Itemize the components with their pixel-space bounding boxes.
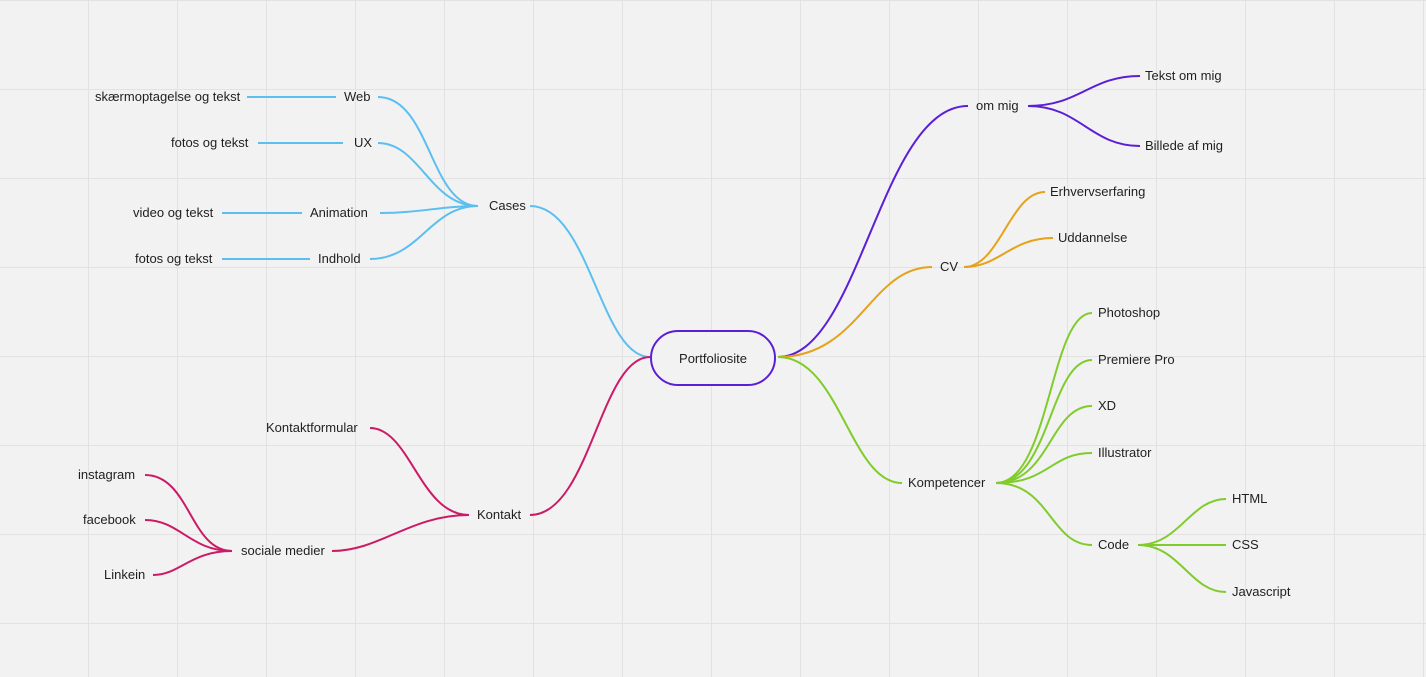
connector-komp-photoshop — [995, 312, 1093, 484]
node-xd[interactable]: XD — [1098, 398, 1117, 413]
connector-root-cv — [777, 266, 933, 358]
connector-cases-ux — [377, 142, 479, 207]
node-kontakt[interactable]: Kontakt — [477, 507, 522, 522]
node-premiere-pro[interactable]: Premiere Pro — [1098, 352, 1175, 367]
node-ux-detail[interactable]: fotos og tekst — [171, 135, 249, 150]
kompetencer-connectors — [777, 312, 1227, 593]
node-kontaktformular[interactable]: Kontaktformular — [266, 420, 358, 435]
node-facebook[interactable]: facebook — [83, 512, 136, 527]
connector-cases-indhold — [369, 205, 479, 260]
node-instagram[interactable]: instagram — [78, 467, 136, 482]
node-uddannelse[interactable]: Uddannelse — [1058, 230, 1128, 245]
connector-om-mig-billede — [1027, 105, 1141, 147]
connector-komp-premiere — [995, 359, 1093, 484]
connector-kontakt-sociale — [331, 514, 470, 552]
node-om-mig[interactable]: om mig — [976, 98, 1019, 113]
node-web[interactable]: Web — [344, 89, 371, 104]
connector-om-mig-tekst — [1027, 75, 1141, 107]
root-label: Portfoliosite — [679, 350, 747, 366]
node-kompetencer[interactable]: Kompetencer — [908, 475, 986, 490]
node-web-detail[interactable]: skærmoptagelse og tekst — [95, 89, 241, 104]
connector-sociale-linkein — [152, 550, 233, 576]
node-cases[interactable]: Cases — [489, 198, 526, 213]
connector-komp-code — [995, 482, 1093, 546]
node-linkein[interactable]: Linkein — [104, 567, 146, 582]
connector-cv-erhverv — [963, 191, 1046, 268]
connector-komp-xd — [995, 405, 1093, 484]
node-html[interactable]: HTML — [1232, 491, 1268, 506]
node-indhold[interactable]: Indhold — [318, 251, 361, 266]
node-cv[interactable]: CV — [940, 259, 959, 274]
node-animation[interactable]: Animation — [310, 205, 368, 220]
connector-cases-web — [377, 96, 479, 207]
node-animation-detail[interactable]: video og tekst — [133, 205, 214, 220]
connector-root-kontakt — [529, 356, 651, 516]
kontakt-connectors — [144, 356, 651, 576]
node-ux[interactable]: UX — [354, 135, 373, 150]
connector-komp-illustrator — [995, 452, 1093, 484]
connector-root-om-mig — [777, 105, 969, 358]
node-javascript[interactable]: Javascript — [1232, 584, 1291, 599]
connector-sociale-facebook — [144, 519, 233, 552]
connector-root-kompetencer — [777, 356, 903, 484]
node-illustrator[interactable]: Illustrator — [1098, 445, 1152, 460]
cv-connectors — [777, 191, 1054, 358]
node-indhold-detail[interactable]: fotos og tekst — [135, 251, 213, 266]
cases-connectors — [222, 96, 651, 358]
node-erhvervserfaring[interactable]: Erhvervserfaring — [1050, 184, 1146, 199]
node-tekst-om-mig[interactable]: Tekst om mig — [1145, 68, 1222, 83]
connector-code-javascript — [1137, 544, 1227, 593]
root-node-portfoliosite[interactable]: Portfoliosite — [650, 330, 776, 386]
connector-sociale-instagram — [144, 474, 233, 552]
node-css[interactable]: CSS — [1232, 537, 1259, 552]
connector-code-html — [1137, 498, 1227, 546]
node-photoshop[interactable]: Photoshop — [1098, 305, 1161, 320]
connector-kontakt-formular — [369, 427, 470, 516]
connector-root-cases — [529, 205, 651, 358]
node-billede-af-mig[interactable]: Billede af mig — [1145, 138, 1224, 153]
om-mig-connectors — [777, 75, 1141, 358]
connector-cv-uddannelse — [963, 237, 1054, 268]
node-sociale-medier[interactable]: sociale medier — [241, 543, 325, 558]
node-code[interactable]: Code — [1098, 537, 1130, 552]
